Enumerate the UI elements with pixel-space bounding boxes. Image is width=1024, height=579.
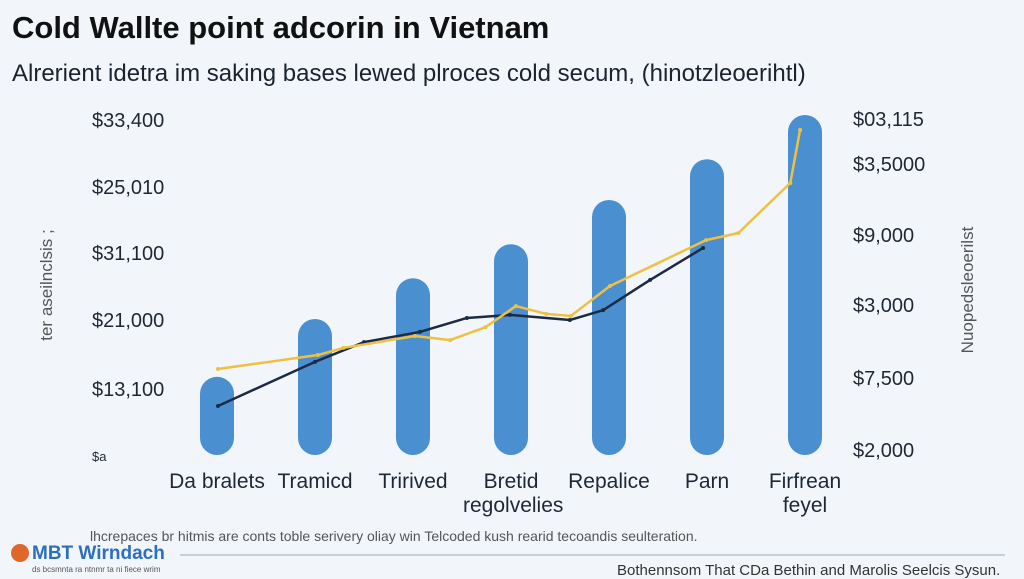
chart-title: Cold Wallte point adcorin in Vietnam [12, 10, 550, 45]
line-point [412, 334, 417, 338]
x-tick-label: Firfrean feyel [768, 470, 842, 517]
line-point [341, 345, 346, 350]
line-point [483, 325, 488, 330]
y2-tick-label: $7,500 [853, 368, 915, 390]
logo-icon [11, 544, 29, 562]
y2-axis-label: Nuopedsleoerilst [958, 226, 977, 354]
line-point [704, 238, 709, 243]
chart-subtitle: Alrerient idetra im saking bases lewed p… [12, 60, 806, 87]
bar [592, 200, 626, 455]
bar [494, 244, 528, 455]
y-axis-label: ter aseilnclsis ; [37, 229, 56, 341]
y-tick-label: $33,400 [92, 110, 165, 132]
y-tick-label: $13,100 [92, 379, 165, 401]
line-point [417, 329, 422, 334]
bar [396, 278, 430, 455]
line-point [448, 338, 453, 343]
line-point [513, 304, 518, 309]
x-tick-label: Bretid regolvelies [463, 470, 564, 517]
line-point [567, 318, 572, 323]
x-tick-label: Da bralets [169, 470, 265, 493]
line-point [736, 230, 741, 235]
y-tick-label: $21,000 [92, 310, 165, 332]
bar [200, 376, 234, 455]
logo-caption: ds bcsmnta ra ntnmr ta ni fiece wrim [32, 565, 161, 574]
line-point [798, 127, 803, 132]
line-point [788, 181, 793, 185]
line-point [215, 366, 220, 371]
line-point [508, 312, 513, 317]
y2-tick-label: $3,000 [853, 295, 915, 317]
line-point [568, 313, 573, 318]
y-tick-label: $31,100 [92, 243, 165, 265]
y-tick-label: $a [92, 449, 107, 464]
y2-tick-label: $3,5000 [853, 154, 926, 176]
line [217, 129, 802, 371]
line-point [464, 315, 469, 320]
line-point [544, 311, 549, 316]
x-tick-label: Tramicd [277, 470, 353, 493]
line-point [215, 404, 220, 409]
bar [298, 319, 332, 455]
line-point [648, 277, 653, 282]
x-tick-label: Tririved [378, 470, 448, 493]
bar [788, 115, 822, 455]
y2-tick-label: $03,115 [853, 109, 924, 131]
line-point [701, 245, 706, 250]
line [217, 246, 704, 408]
y-tick-label: $25,010 [92, 177, 165, 199]
x-tick-label: Repalice [568, 470, 650, 493]
line-point [315, 353, 320, 358]
footnote: lhcrepaces br hitmis are conts toble ser… [90, 528, 698, 544]
x-tick-label: Parn [684, 470, 730, 493]
credit: Bothennsom That CDa Bethin and Marolis S… [617, 562, 1001, 579]
y2-tick-label: $2,000 [853, 440, 915, 462]
logo: MBT Wirndach [32, 543, 165, 564]
line-point [607, 284, 612, 289]
bar [690, 159, 724, 455]
line-point [601, 308, 606, 313]
line-point [313, 359, 317, 364]
y2-tick-label: $9,000 [853, 225, 915, 247]
